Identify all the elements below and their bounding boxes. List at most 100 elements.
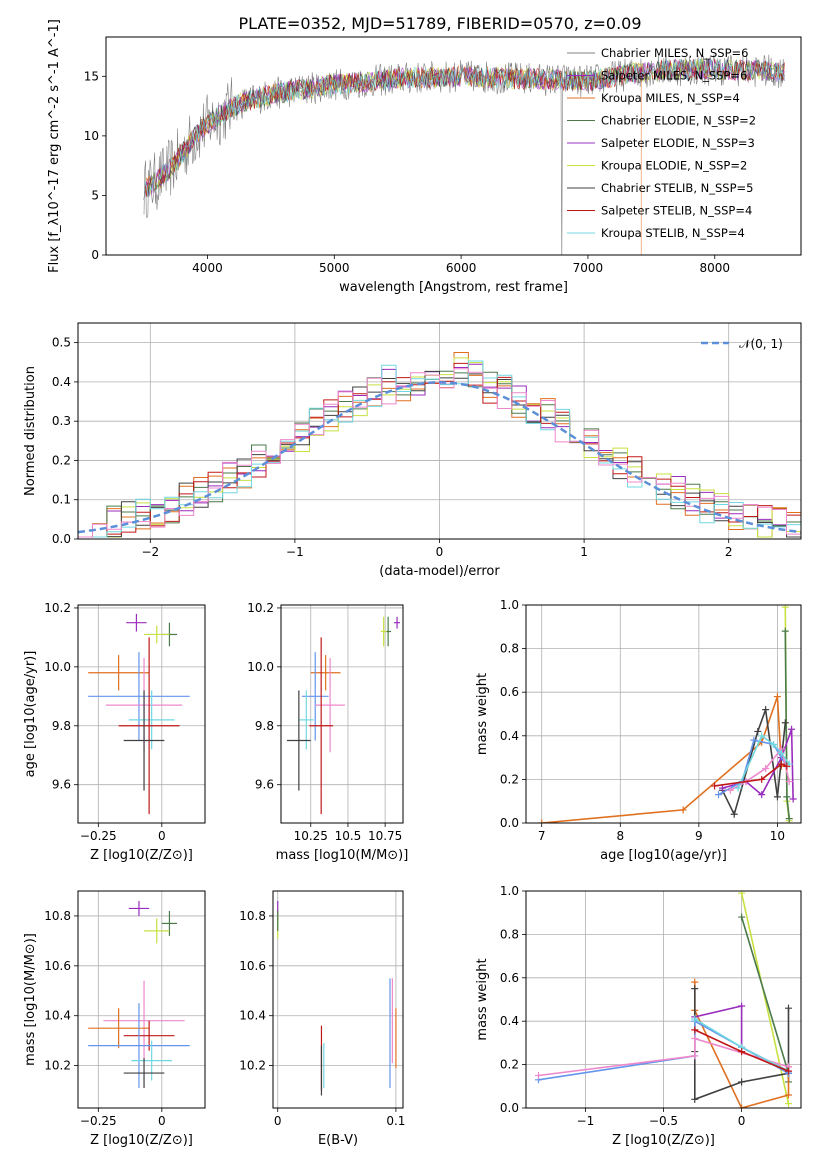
weight-marker — [691, 1015, 699, 1023]
model-spectrum-line — [143, 62, 642, 255]
x-axis-label: Z [log10(Z/Z⊙)] — [90, 848, 193, 863]
mass-vs-EBV-panel: 0 0.1 10.2 10.4 10.6 10.8 E(B-V) — [239, 890, 405, 1148]
x-axis-label: E(B-V) — [318, 1133, 358, 1148]
y-axis-label: age [log10(age/yr)] — [23, 651, 38, 778]
weight-marker — [738, 1078, 746, 1086]
axes-frame — [525, 604, 802, 824]
data-point — [88, 1003, 190, 1089]
y-tick-label: 10 — [84, 129, 99, 143]
x-tick-label: 2 — [725, 545, 733, 559]
y-tick-label: 0.3 — [52, 414, 71, 428]
weight-line — [740, 893, 790, 1104]
axes-frame — [280, 604, 404, 824]
weight-marker — [718, 784, 726, 792]
data-point — [123, 690, 165, 791]
weight-marker — [758, 775, 766, 783]
axes-frame — [105, 36, 802, 256]
weight-line — [541, 696, 783, 823]
y-tick-label: 10.8 — [44, 909, 71, 923]
weight-marker — [785, 1091, 792, 1099]
x-tick-label: 0 — [158, 1114, 166, 1128]
weight-marker — [781, 605, 789, 611]
x-tick-label: 0 — [738, 1114, 746, 1128]
model-spectrum-line — [143, 58, 785, 201]
y-tick-label: 10.4 — [239, 1009, 266, 1023]
legend-entry: 𝒩(0, 1) — [739, 337, 783, 351]
y-tick-label: 5 — [91, 188, 99, 202]
weight-marker — [715, 791, 722, 799]
y-axis-label: mass weight — [475, 958, 490, 1040]
y-tick-label: 10.6 — [44, 959, 71, 973]
weight-marker — [679, 806, 687, 814]
x-tick-label: 8 — [616, 829, 624, 843]
weight-marker — [738, 913, 746, 921]
y-tick-label: 0.2 — [52, 453, 71, 467]
y-tick-label: 0.8 — [500, 927, 519, 941]
x-tick-label: 10 — [770, 829, 785, 843]
weight-marker — [691, 1052, 699, 1060]
data-point — [123, 1058, 165, 1089]
weight-marker — [785, 1100, 792, 1108]
y-tick-label: 9.8 — [255, 719, 274, 733]
x-tick-label: 10.25 — [294, 829, 328, 843]
y-tick-label: 15 — [84, 69, 99, 83]
weight-vs-age-plot-area — [538, 605, 797, 823]
y-tick-label: 10.8 — [239, 909, 266, 923]
x-tick-label: −2 — [141, 545, 159, 559]
model-spectrum-line — [143, 59, 785, 201]
y-tick-label: 10.2 — [44, 1059, 71, 1073]
x-tick-label: 10.75 — [368, 829, 402, 843]
data-point — [88, 655, 150, 691]
x-tick-label: 7 — [538, 829, 546, 843]
data-point — [126, 613, 147, 632]
x-axis-label: Z [log10(Z/Z⊙)] — [90, 1133, 193, 1148]
weight-marker — [738, 1104, 746, 1108]
legend-entry: Salpeter STELIB, N_SSP=4 — [601, 204, 752, 218]
x-tick-label: 9 — [695, 829, 703, 843]
y-tick-label: 10.6 — [239, 959, 266, 973]
data-point — [103, 980, 185, 1061]
legend-entry: Chabrier ELODIE, N_SSP=2 — [601, 114, 756, 128]
weight-marker — [738, 891, 746, 897]
weight-marker — [781, 719, 789, 727]
x-tick-label: 7000 — [573, 261, 604, 275]
y-tick-label: 0 — [91, 248, 99, 262]
x-tick-label: 0 — [158, 829, 166, 843]
x-axis-label: age [log10(age/yr)] — [600, 848, 727, 863]
y-tick-label: 0.0 — [52, 532, 71, 546]
weight-marker — [691, 985, 699, 993]
y-tick-label: 0.8 — [500, 642, 519, 656]
y-tick-label: 0.5 — [52, 336, 71, 350]
x-tick-label: 4000 — [192, 261, 223, 275]
x-axis-label: Z [log10(Z/Z⊙)] — [612, 1133, 715, 1148]
weight-marker — [785, 1004, 792, 1012]
y-tick-label: 0.4 — [500, 729, 519, 743]
x-tick-label: 10.5 — [335, 829, 362, 843]
x-tick-label: −1 — [286, 545, 304, 559]
weight-marker — [758, 791, 766, 799]
weight-marker — [738, 1002, 746, 1010]
weight-marker — [691, 978, 699, 986]
y-tick-label: 10.2 — [239, 1059, 266, 1073]
weight-marker — [785, 778, 793, 786]
weight-marker — [691, 1095, 699, 1103]
data-point — [131, 1040, 172, 1081]
legend-entry: Kroupa STELIB, N_SSP=4 — [601, 226, 745, 240]
axes-frame — [77, 890, 206, 1109]
weight-marker — [773, 793, 781, 801]
legend-entry: Salpeter MILES, N_SSP=6 — [601, 69, 747, 83]
y-axis-label: mass [log10(M/M⊙)] — [23, 933, 38, 1066]
weight-line — [721, 709, 787, 817]
y-tick-label: 0.6 — [500, 971, 519, 985]
weight-marker — [734, 784, 742, 792]
age-vs-Z-plot-area — [88, 613, 190, 815]
x-axis-label: (data-model)/error — [379, 564, 500, 579]
weight-marker — [762, 765, 770, 772]
weight-marker — [738, 1048, 746, 1056]
data-point — [128, 900, 150, 916]
gaussian-curve — [78, 381, 801, 534]
weight-line — [714, 763, 788, 787]
axes-frame — [272, 890, 404, 1109]
residuals-panel: 𝒩(0, 1) −2 −1 0 1 2 0.0 0.1 0.2 0.3 0.4 0.5 (data-mo… — [23, 322, 802, 579]
